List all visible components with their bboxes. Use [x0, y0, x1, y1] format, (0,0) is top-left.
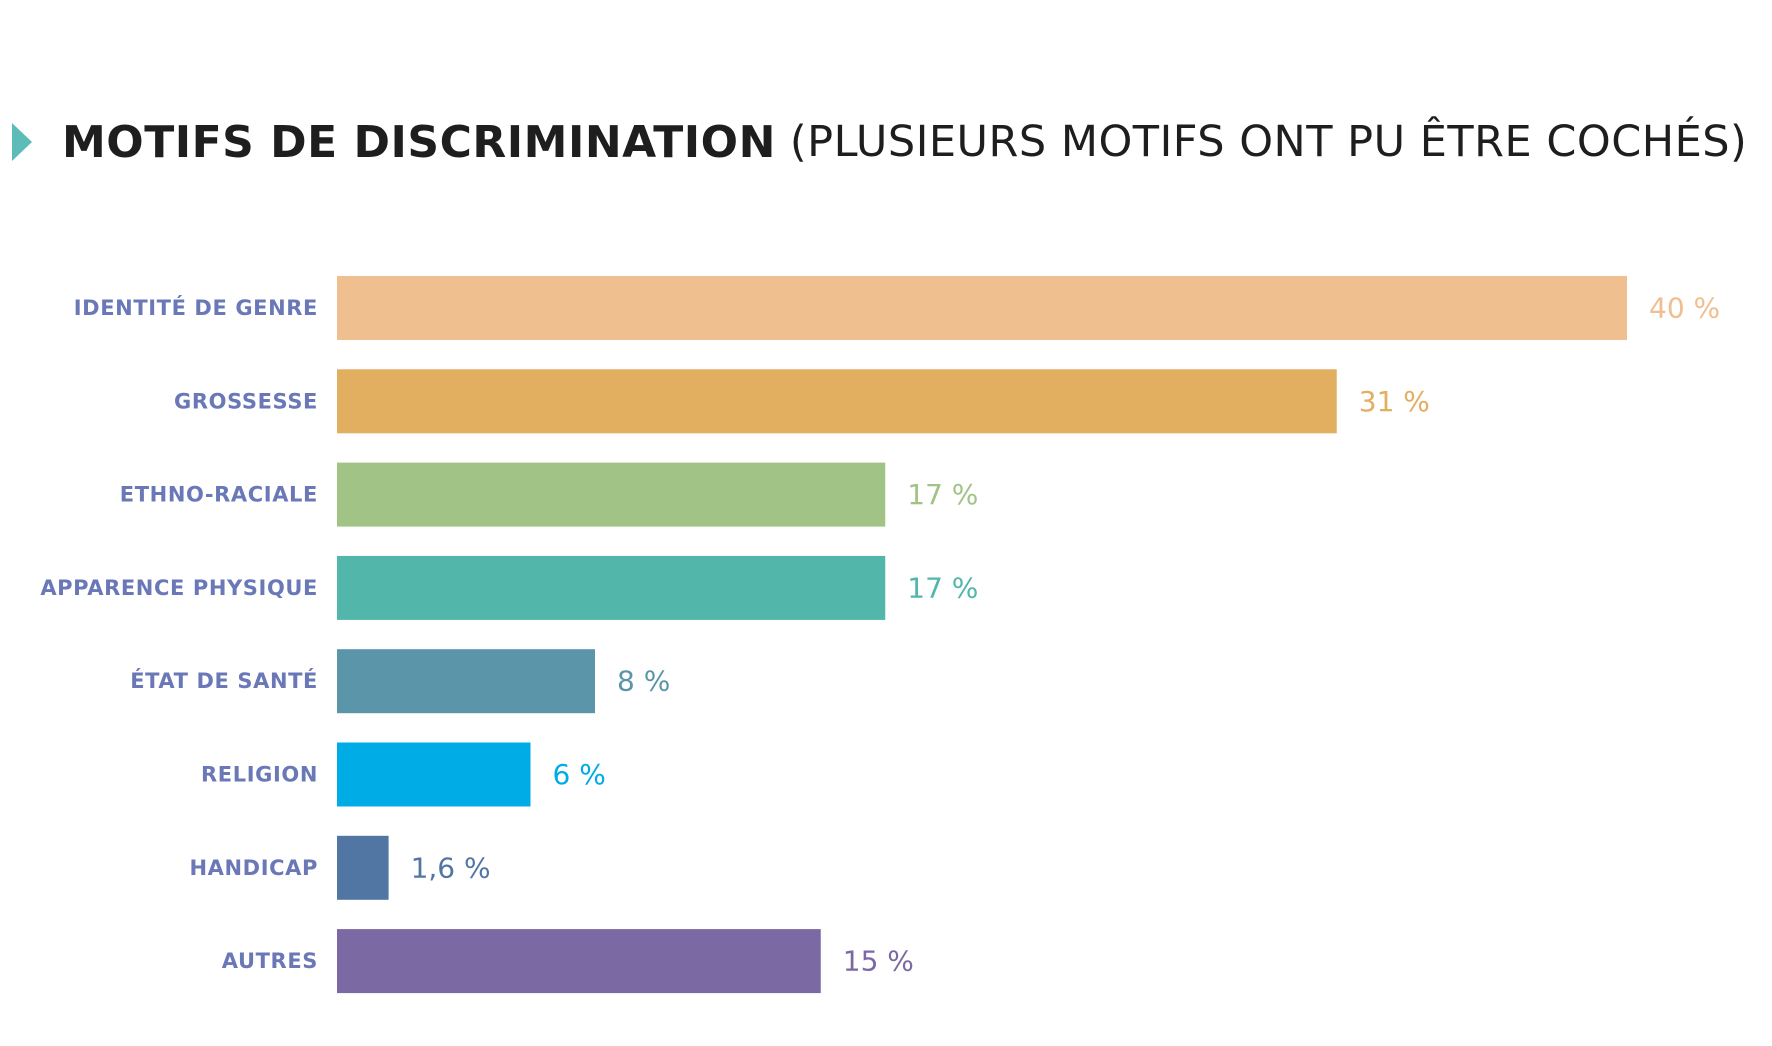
value-label: 17 % — [907, 571, 978, 604]
category-label: IDENTITÉ DE GENRE — [74, 295, 318, 320]
value-labels: 40 % 31 % 17 % 17 % 8 % 6 % 1,6 % 15 % — [411, 292, 1721, 978]
chart-title: MOTIFS DE DISCRIMINATION (PLUSIEURS MOTI… — [12, 112, 1747, 172]
bar — [337, 555, 886, 620]
value-label: 1,6 % — [411, 851, 491, 884]
value-label: 17 % — [907, 478, 978, 511]
value-label: 8 % — [617, 665, 670, 698]
bar — [337, 929, 821, 994]
category-label: APPARENCE PHYSIQUE — [40, 576, 318, 600]
category-label: AUTRES — [222, 949, 318, 973]
bar — [337, 276, 1627, 340]
category-label: HANDICAP — [189, 856, 318, 880]
category-label: GROSSESSE — [174, 389, 318, 413]
bar — [337, 649, 595, 714]
category-label: ETHNO-RACIALE — [120, 483, 318, 507]
value-label: 6 % — [553, 758, 606, 791]
bar — [337, 369, 1337, 434]
value-label: 15 % — [843, 945, 914, 978]
value-label: 40 % — [1649, 292, 1720, 325]
bars — [337, 276, 1627, 994]
category-label: RELIGION — [201, 763, 318, 787]
title-main: MOTIFS DE DISCRIMINATION — [62, 116, 776, 168]
bar — [337, 742, 531, 807]
triangle-marker-icon — [12, 123, 32, 161]
category-label: ÉTAT DE SANTÉ — [130, 668, 318, 693]
title-subtitle: (PLUSIEURS MOTIFS ONT PU ÊTRE COCHÉS) — [789, 117, 1748, 167]
category-labels: IDENTITÉ DE GENRE GROSSESSE ETHNO-RACIALE A… — [40, 295, 318, 973]
value-label: 31 % — [1359, 385, 1430, 418]
bar — [337, 462, 886, 527]
bar — [337, 835, 389, 900]
